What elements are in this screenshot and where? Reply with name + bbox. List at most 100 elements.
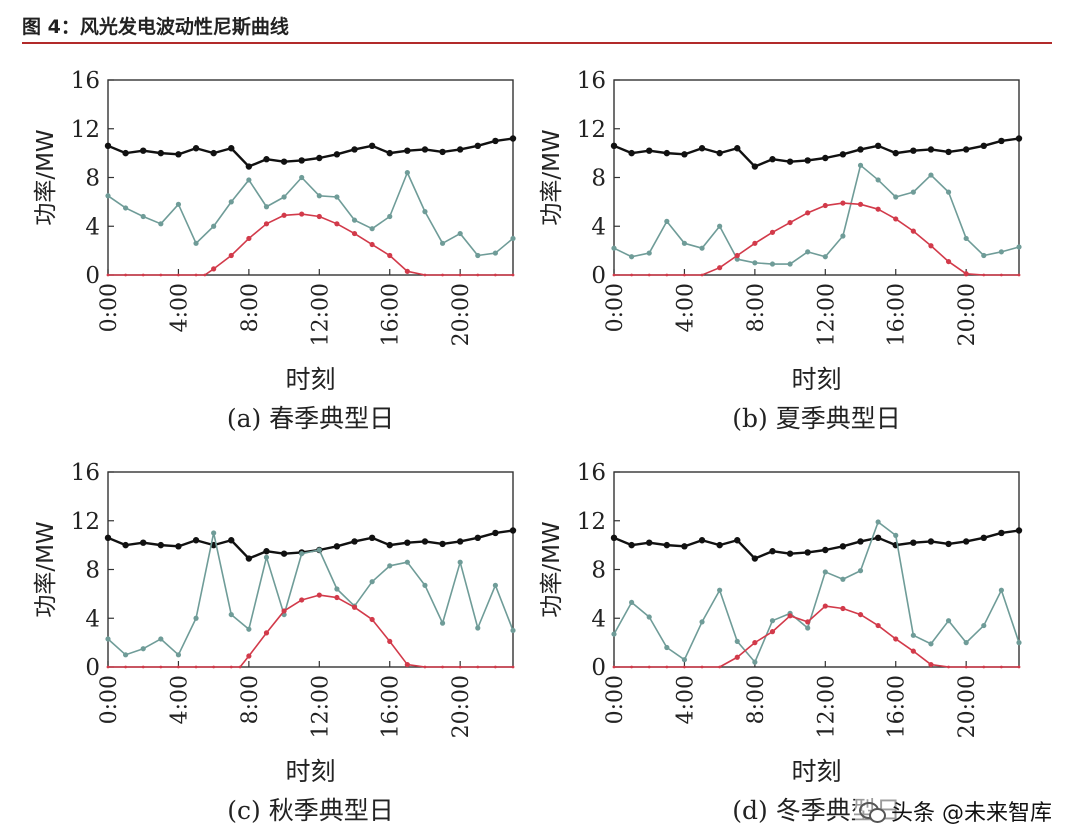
load-point <box>751 555 759 562</box>
wind-point <box>998 249 1004 255</box>
solar-point <box>982 273 986 277</box>
load-point <box>646 147 653 154</box>
load-point <box>104 142 112 150</box>
y-tick-label: 0 <box>591 655 606 681</box>
wind-point <box>281 194 287 200</box>
wind-point <box>840 576 846 582</box>
solar-point <box>822 603 828 609</box>
solar-point <box>369 241 375 248</box>
wind-point <box>246 177 252 183</box>
solar-point <box>718 665 722 669</box>
solar-point <box>423 665 427 669</box>
x-axis-label: 时刻 <box>285 365 335 394</box>
wind-point <box>875 177 881 183</box>
wind-point <box>457 230 463 237</box>
solar-point <box>263 221 270 227</box>
wind-point <box>316 547 322 553</box>
y-axis-label: 功率/MW <box>539 129 565 225</box>
solar-point <box>141 665 145 669</box>
solar-point <box>159 665 163 669</box>
wind-point <box>211 223 217 229</box>
solar-point <box>947 665 950 669</box>
solar-point <box>769 229 776 235</box>
solar-point <box>124 273 128 277</box>
wind-point <box>387 213 393 220</box>
load-point <box>228 537 235 544</box>
solar-point <box>238 665 242 669</box>
solar-point <box>910 228 916 234</box>
wind-point <box>910 189 916 195</box>
wind-point <box>510 235 516 242</box>
solar-point <box>683 273 686 277</box>
solar-point <box>194 665 198 669</box>
x-tick-label: 4:00 <box>673 675 698 724</box>
load-point <box>439 148 446 156</box>
load-point <box>716 149 723 157</box>
solar-point <box>281 608 287 614</box>
solar-point <box>734 252 740 259</box>
x-tick-label: 8:00 <box>744 283 769 332</box>
x-tick-label: 0:00 <box>97 283 122 332</box>
solar-point <box>963 271 969 277</box>
wind-point <box>140 646 146 652</box>
solar-point <box>441 273 444 277</box>
x-tick-label: 8:00 <box>744 675 769 724</box>
x-tick-label: 20:00 <box>449 675 474 738</box>
load-point <box>368 142 376 150</box>
solar-point <box>875 206 881 212</box>
load-point <box>646 539 653 546</box>
wind-point <box>475 252 481 259</box>
wind-point <box>492 582 498 588</box>
solar-point <box>717 265 723 271</box>
y-tick-label: 16 <box>71 460 100 486</box>
solar-point <box>106 665 110 669</box>
solar-series-line <box>614 605 1019 668</box>
solar-point <box>299 211 305 217</box>
load-point <box>492 137 499 145</box>
solar-point <box>910 648 916 654</box>
y-tick-label: 8 <box>85 558 100 584</box>
solar-point <box>928 243 934 249</box>
solar-point <box>945 258 952 265</box>
wind-point <box>629 254 635 260</box>
solar-series-line <box>614 202 1019 276</box>
solar-point <box>612 273 616 277</box>
wind-point <box>981 252 987 259</box>
solar-point <box>734 654 740 660</box>
y-tick-label: 12 <box>71 509 100 535</box>
wind-point <box>369 579 375 585</box>
load-point <box>962 538 970 545</box>
load-point <box>175 543 182 550</box>
load-point <box>280 158 288 165</box>
solar-point <box>476 273 480 277</box>
solar-point <box>665 665 669 669</box>
x-tick-label: 16:00 <box>379 283 404 346</box>
plot-frame <box>107 79 514 276</box>
load-point <box>681 543 688 550</box>
load-point <box>492 529 499 537</box>
load-point <box>386 149 393 157</box>
wind-point <box>158 221 164 227</box>
wind-point <box>140 213 146 220</box>
chart-panel-4: 0 4 8 12 16 0:00 4:00 8:00 12:00 16:00 20:00 功率/MW 时… <box>539 460 1023 825</box>
load-point <box>122 541 129 549</box>
wind-point <box>875 519 881 525</box>
load-point <box>734 537 741 544</box>
solar-point <box>387 638 393 645</box>
wind-point <box>334 586 340 592</box>
wind-point <box>981 622 987 629</box>
load-point <box>333 543 341 550</box>
wind-point <box>893 194 899 200</box>
load-point <box>610 534 618 542</box>
wind-point <box>998 587 1004 593</box>
load-point <box>998 137 1005 145</box>
solar-point <box>212 665 216 669</box>
solar-point <box>476 665 480 669</box>
solar-point <box>1017 665 1021 669</box>
wind-point <box>299 174 305 181</box>
panel-caption: (c) 秋季典型日 <box>227 796 393 825</box>
load-point <box>122 149 129 157</box>
solar-point <box>822 202 828 209</box>
load-point <box>1015 527 1023 534</box>
wind-point <box>475 625 481 631</box>
